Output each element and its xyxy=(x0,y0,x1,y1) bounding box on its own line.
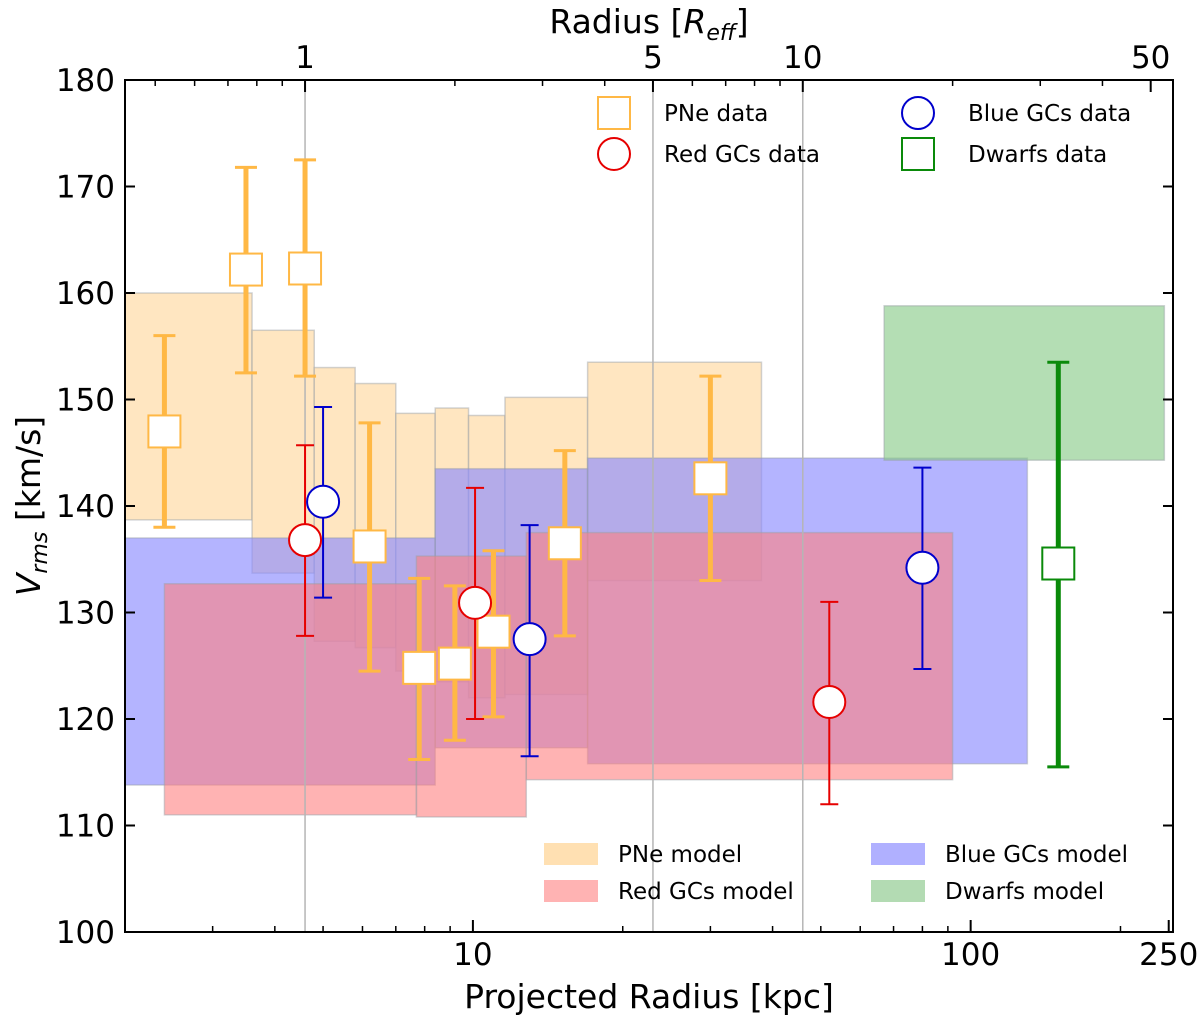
dwarfs-data-legend-marker xyxy=(901,137,935,171)
y-tick-label: 150 xyxy=(56,383,115,419)
pne-data-point-3 xyxy=(352,529,387,564)
pne-data-point-1 xyxy=(228,252,263,287)
y-axis-label: Vrms [km/s] xyxy=(9,416,53,596)
x-tick-label: 250 xyxy=(1139,937,1198,973)
pne-model-legend-swatch xyxy=(544,843,598,865)
blue-gcs-data-point-0 xyxy=(306,484,341,519)
y-axis: 100 110 120 130 140 150 160 170 180 xyxy=(56,63,1173,951)
model-legend: PNe model Red GCs model Blue GCs model Dwar… xyxy=(544,842,1128,905)
red-gcs-model-band-2 xyxy=(525,531,954,781)
top-tick-label: 5 xyxy=(643,40,663,76)
top-axis: 1 5 10 50 xyxy=(154,40,1170,92)
blue-gcs-model-legend-swatch xyxy=(871,843,925,865)
y-tick-label: 100 xyxy=(56,915,115,951)
red-gcs-data-legend-marker xyxy=(597,137,631,171)
dwarfs-data-legend-label: Dwarfs data xyxy=(968,142,1107,168)
x-tick-label: 10 xyxy=(453,937,492,973)
dwarfs-model-band-0 xyxy=(883,305,1166,461)
pne-data-point-8 xyxy=(693,461,728,496)
red-gcs-data-point-1 xyxy=(458,585,493,620)
x-axis: 10 100 250 xyxy=(124,920,1198,973)
y-tick-label: 110 xyxy=(56,809,115,845)
pne-data-legend-label: PNe data xyxy=(664,101,768,127)
blue-gcs-data-point-2 xyxy=(905,550,940,585)
red-gcs-data-point-2 xyxy=(812,684,847,719)
y-tick-label: 130 xyxy=(56,596,115,632)
y-tick-label: 160 xyxy=(56,276,115,312)
x-axis-label: Projected Radius [kpc] xyxy=(464,977,834,1016)
red-gcs-data-point-0 xyxy=(288,523,323,558)
dwarfs-data-point-0 xyxy=(1041,546,1076,581)
pne-model-legend-label: PNe model xyxy=(618,842,742,868)
top-axis-label: Radius [Reff] xyxy=(549,2,748,46)
red-gcs-model-legend-label: Red GCs model xyxy=(618,879,794,905)
pne-model-band-0 xyxy=(124,292,253,521)
x-tick-label: 100 xyxy=(941,937,1000,973)
red-gcs-model-legend-swatch xyxy=(544,880,598,902)
pne-data-point-6 xyxy=(476,614,511,649)
y-tick-label: 120 xyxy=(56,702,115,738)
pne-data-point-0 xyxy=(147,414,182,449)
dwarfs-model-legend-label: Dwarfs model xyxy=(945,879,1104,905)
top-tick-label: 10 xyxy=(783,40,822,76)
pne-data-legend-marker xyxy=(597,96,631,130)
y-tick-label: 180 xyxy=(56,63,115,99)
pne-data-point-5 xyxy=(437,646,472,681)
model-bands xyxy=(124,292,1166,818)
pne-data-point-7 xyxy=(547,526,582,561)
y-tick-label: 140 xyxy=(56,489,115,525)
red-gcs-model-band-0 xyxy=(163,582,418,816)
data-markers xyxy=(147,251,1076,719)
blue-gcs-data-legend-marker xyxy=(901,96,935,130)
y-tick-label: 170 xyxy=(56,170,115,206)
top-tick-label: 1 xyxy=(295,40,315,76)
pne-data-point-4 xyxy=(402,650,437,685)
dwarfs-model-legend-swatch xyxy=(871,880,925,902)
pne-data-point-2 xyxy=(288,251,323,286)
red-gcs-data-legend-label: Red GCs data xyxy=(664,142,820,168)
data-legend: PNe data Red GCs data Blue GCs data Dwarfs … xyxy=(597,96,1131,171)
blue-gcs-data-legend-label: Blue GCs data xyxy=(968,101,1131,127)
blue-gcs-data-point-1 xyxy=(512,622,547,657)
top-tick-label: 50 xyxy=(1131,40,1170,76)
blue-gcs-model-legend-label: Blue GCs model xyxy=(945,842,1128,868)
